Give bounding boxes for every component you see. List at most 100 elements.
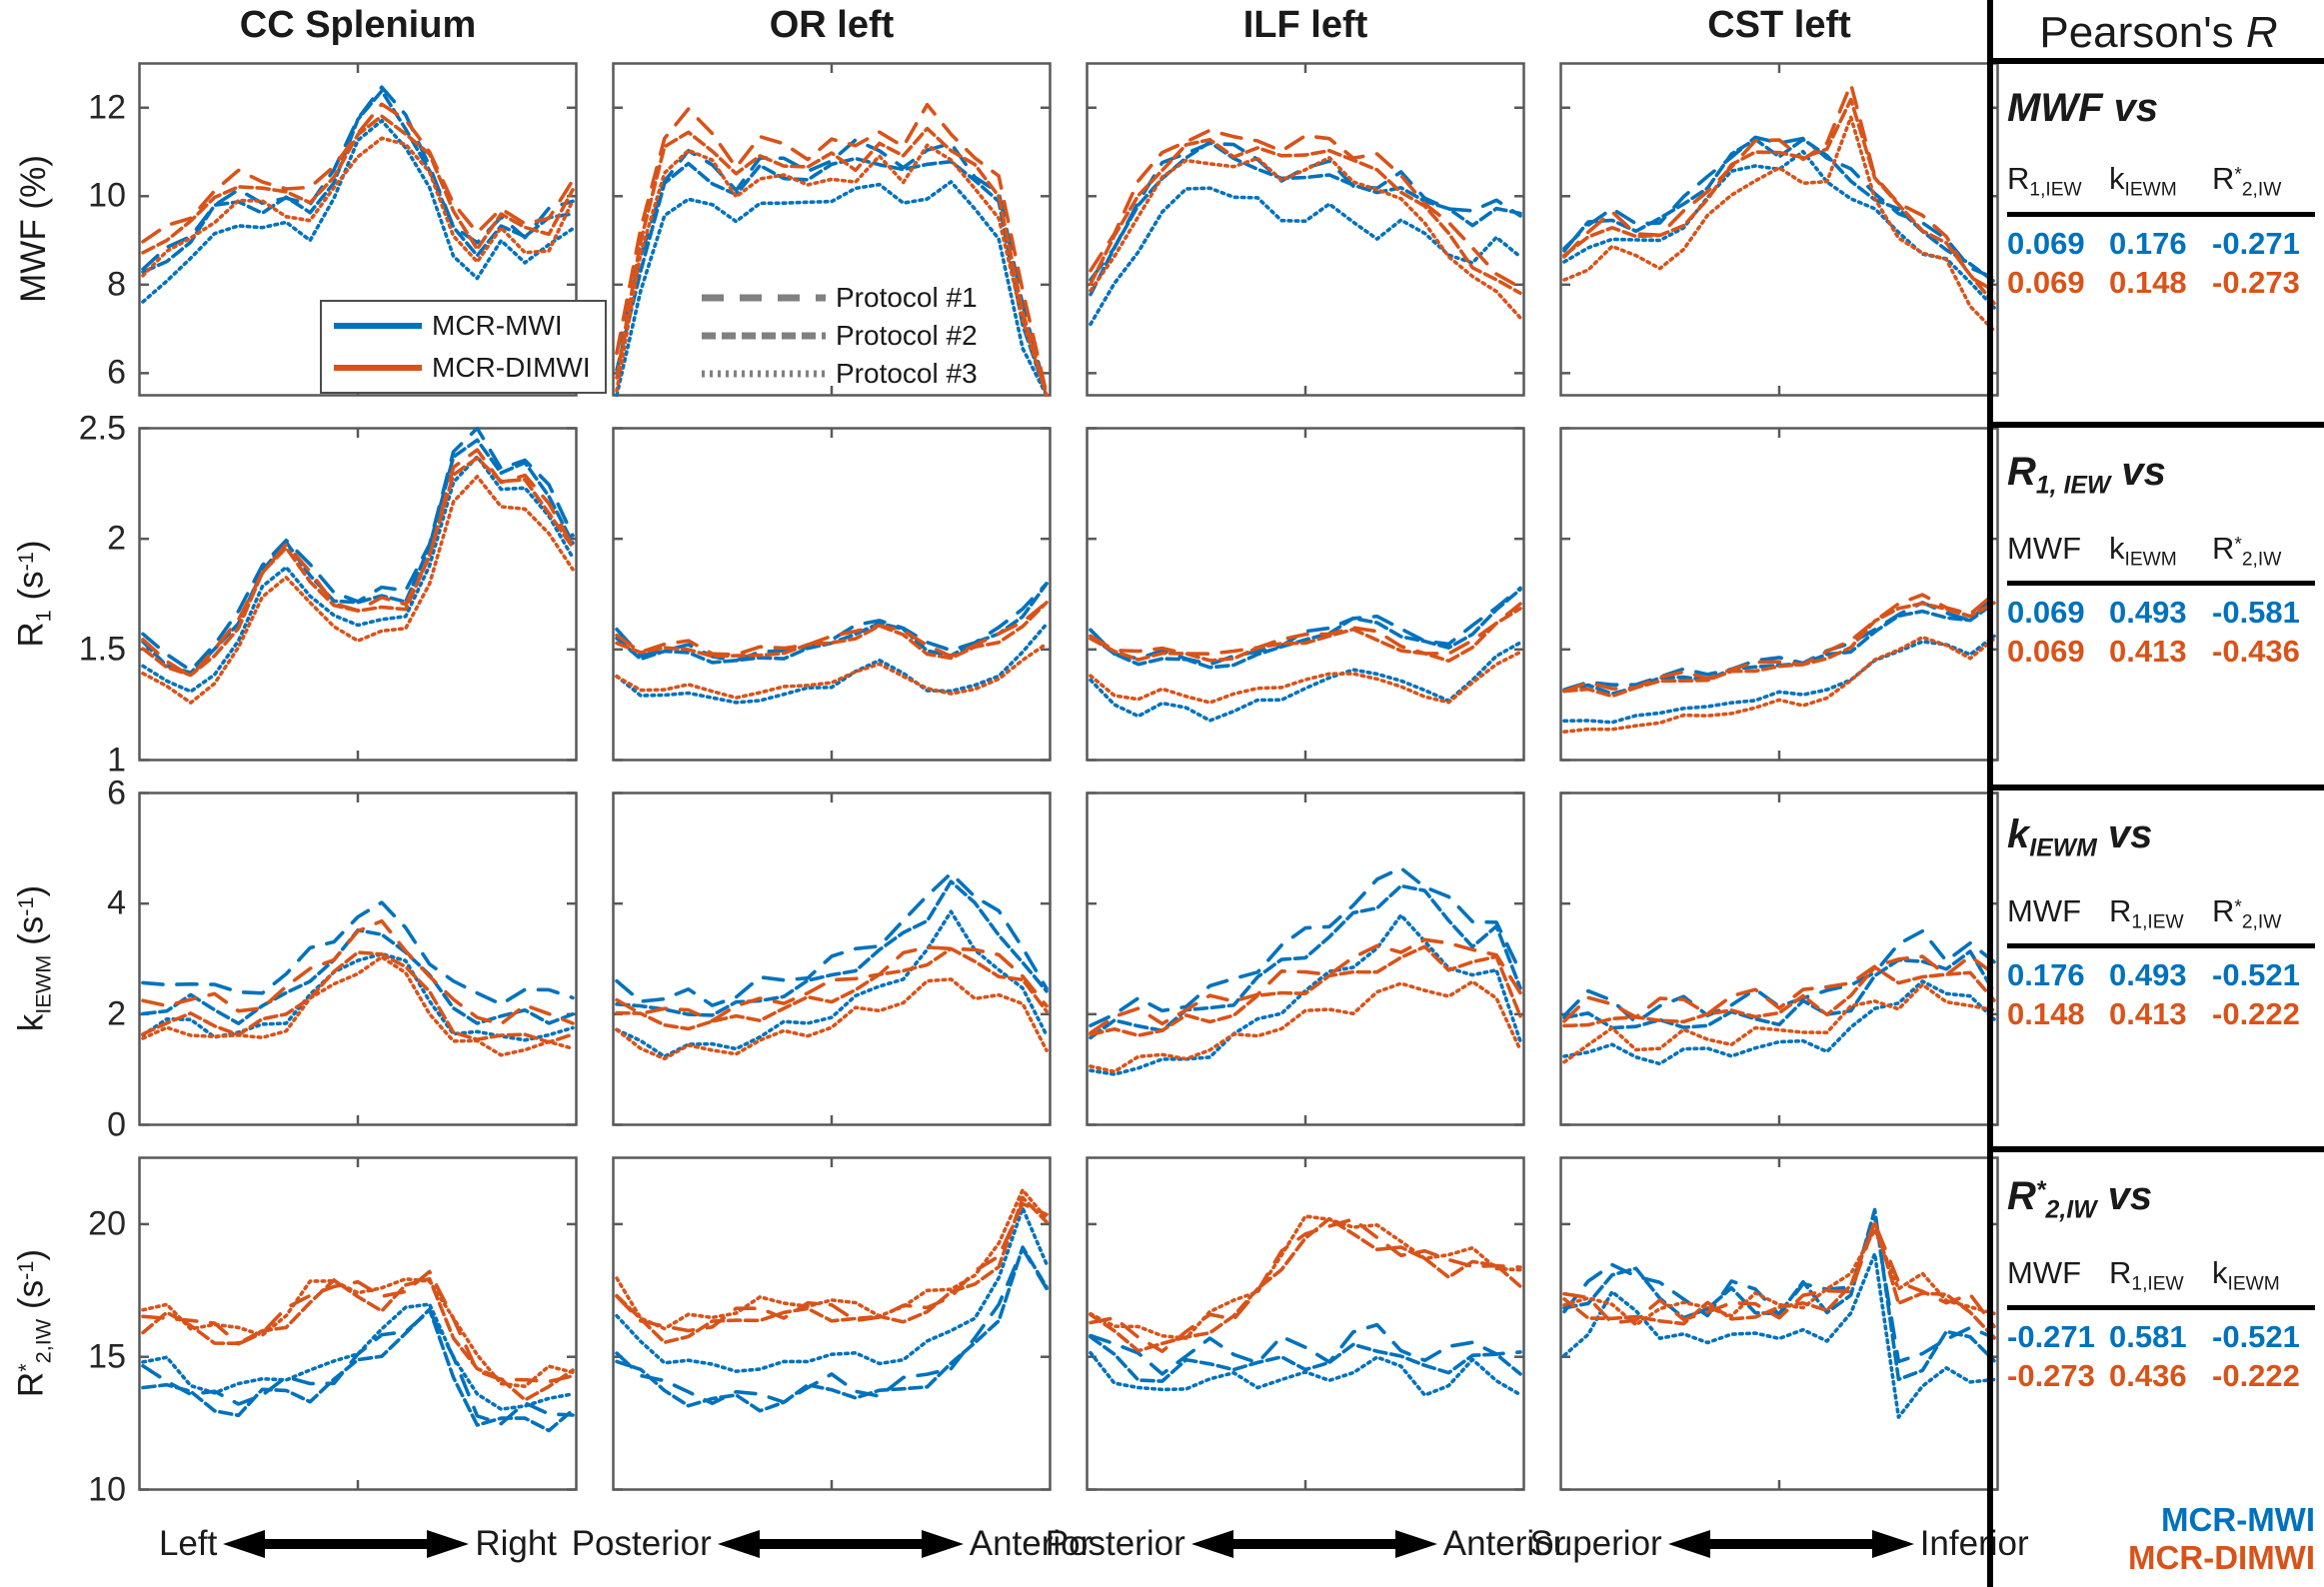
series-orange-protocol-2 xyxy=(1562,601,1996,699)
series-orange-protocol-3 xyxy=(1089,979,1522,1074)
series-blue-protocol-1 xyxy=(1089,1322,1522,1376)
r-value: 0.436 xyxy=(2109,1358,2187,1394)
series-blue-protocol-2 xyxy=(141,89,575,274)
r-value: -0.222 xyxy=(2212,1358,2300,1394)
series-blue-protocol-3 xyxy=(141,951,575,1042)
protocol-2-dash-swatch xyxy=(702,332,826,340)
series-blue-protocol-2 xyxy=(1562,601,1996,697)
pearson-section-r1: R1, IEW vs MWF kIEWM R*2,IW 0.069 0.493 … xyxy=(2007,428,2315,670)
y-tick-label: 2.5 xyxy=(78,409,126,447)
section-rule xyxy=(1993,58,2324,64)
series-blue-protocol-3 xyxy=(615,1206,1049,1373)
section-heading: kIEWM vs xyxy=(2007,812,2153,862)
header-rule xyxy=(2007,211,2315,217)
r-value: -0.521 xyxy=(2212,1319,2300,1355)
r-value: 0.148 xyxy=(2109,264,2187,300)
series-blue-protocol-1 xyxy=(1089,586,1522,667)
series-blue-protocol-2 xyxy=(1562,137,1996,284)
series-blue-protocol-1 xyxy=(141,427,575,673)
plot-panel-r1-or-left xyxy=(612,427,1052,762)
mcr-dimwi-line-swatch xyxy=(334,365,422,371)
series-orange-protocol-3 xyxy=(615,1187,1049,1331)
r-value: 0.069 xyxy=(2007,264,2085,300)
y-tick-label: 2 xyxy=(107,994,126,1033)
direction-text-right: Inferior xyxy=(1919,1524,2029,1563)
y-tick-label: 10 xyxy=(88,1470,126,1508)
metric-header: MWF xyxy=(2007,1254,2082,1290)
series-orange-protocol-2 xyxy=(1562,965,1996,1028)
series-blue-protocol-2 xyxy=(1562,1207,1996,1382)
plot-panel-mwf-or-left xyxy=(612,62,1052,397)
values-row-mcr-mwi: 0.176 0.493 -0.521 xyxy=(2007,957,2315,993)
series-blue-protocol-3 xyxy=(1089,913,1522,1076)
series-orange-protocol-2 xyxy=(615,126,1049,397)
double-arrow-icon xyxy=(223,1530,470,1558)
series-orange-protocol-2 xyxy=(141,114,575,255)
direction-text-right: Anterior xyxy=(1442,1524,1566,1563)
series-blue-protocol-3 xyxy=(1089,186,1522,327)
legend-label: MCR-DIMWI xyxy=(432,352,591,383)
r-value: 0.176 xyxy=(2109,225,2187,261)
direction-text-left: Left xyxy=(158,1524,218,1563)
series-orange-protocol-1 xyxy=(141,448,575,679)
metric-header: kIEWM xyxy=(2212,1254,2280,1295)
series-blue-protocol-1 xyxy=(1089,865,1522,1027)
r-value: 0.493 xyxy=(2109,595,2187,631)
series-blue-protocol-2 xyxy=(615,1245,1049,1413)
header-rule xyxy=(2007,581,2315,587)
series-blue-protocol-1 xyxy=(1562,135,1996,281)
series-orange-protocol-2 xyxy=(1562,97,1996,306)
pearson-section-r2: R*2,IW vs MWF R1,IEW kIEWM -0.271 0.581 … xyxy=(2007,1152,2315,1394)
metric-header: R1,IEW xyxy=(2109,892,2184,933)
y-tick-label: 6 xyxy=(107,774,126,811)
plot-grid xyxy=(138,62,1999,1491)
legend-item-protocol-1: Protocol #1 xyxy=(700,282,978,314)
y-tick-label: 4 xyxy=(107,883,126,922)
mcr-mwi-line-swatch xyxy=(334,323,422,329)
legend-item-mcr-dimwi: MCR-DIMWI xyxy=(334,352,591,384)
series-blue-protocol-2 xyxy=(141,1307,575,1433)
series-orange-protocol-2 xyxy=(1089,137,1522,296)
r-value: -0.273 xyxy=(2212,264,2300,300)
header-rule xyxy=(2007,943,2315,949)
series-orange-protocol-1 xyxy=(1089,128,1522,290)
y-tick-label: 8 xyxy=(107,265,126,304)
metric-header: kIEWM xyxy=(2109,530,2177,571)
series-orange-protocol-3 xyxy=(1089,1214,1522,1340)
footer-label-mcr-mwi: MCR-MWI xyxy=(2161,1501,2315,1538)
pearson-panel-title: Pearson's R xyxy=(2039,8,2278,57)
series-orange-protocol-1 xyxy=(1089,602,1522,656)
series-blue-protocol-1 xyxy=(1562,1214,1996,1364)
r-value: -0.521 xyxy=(2212,957,2300,993)
metric-header: kIEWM xyxy=(2109,161,2177,201)
series-orange-protocol-3 xyxy=(615,642,1049,701)
r-value: 0.413 xyxy=(2109,634,2187,670)
header-rule xyxy=(2007,1305,2315,1311)
series-orange-protocol-3 xyxy=(141,136,575,278)
y-tick-label: 1.5 xyxy=(78,630,126,669)
y-axis-label-r2iw: R*2,IW (s-1) xyxy=(11,1248,56,1398)
plot-panel-k-cst-left xyxy=(1559,792,1999,1126)
metric-header: MWF xyxy=(2007,530,2082,566)
double-arrow-icon xyxy=(717,1530,964,1558)
series-blue-protocol-2 xyxy=(1562,949,1996,1030)
y-tick-label: 15 xyxy=(88,1337,126,1376)
series-blue-protocol-1 xyxy=(1562,928,1996,1024)
series-orange-protocol-2 xyxy=(615,946,1049,1031)
legend-methods: MCR-MWI MCR-DIMWI xyxy=(320,300,607,394)
series-blue-protocol-3 xyxy=(615,180,1049,397)
series-blue-protocol-1 xyxy=(615,871,1049,1007)
series-blue-protocol-2 xyxy=(615,156,1049,397)
r-value: 0.148 xyxy=(2007,996,2085,1032)
r-value: 0.493 xyxy=(2109,957,2187,993)
legend-item-protocol-3: Protocol #3 xyxy=(700,358,978,390)
series-blue-protocol-2 xyxy=(615,582,1049,665)
values-row-mcr-mwi: -0.271 0.581 -0.521 xyxy=(2007,1319,2315,1355)
direction-text-right: Anterior xyxy=(969,1524,1093,1563)
series-blue-protocol-2 xyxy=(1089,883,1522,1040)
series-blue-protocol-1 xyxy=(615,582,1049,663)
values-row-mcr-dimwi: -0.273 0.436 -0.222 xyxy=(2007,1358,2315,1394)
protocol-3-dash-swatch xyxy=(702,370,826,378)
values-row-mcr-mwi: 0.069 0.493 -0.581 xyxy=(2007,595,2315,631)
series-orange-protocol-2 xyxy=(615,1195,1049,1345)
